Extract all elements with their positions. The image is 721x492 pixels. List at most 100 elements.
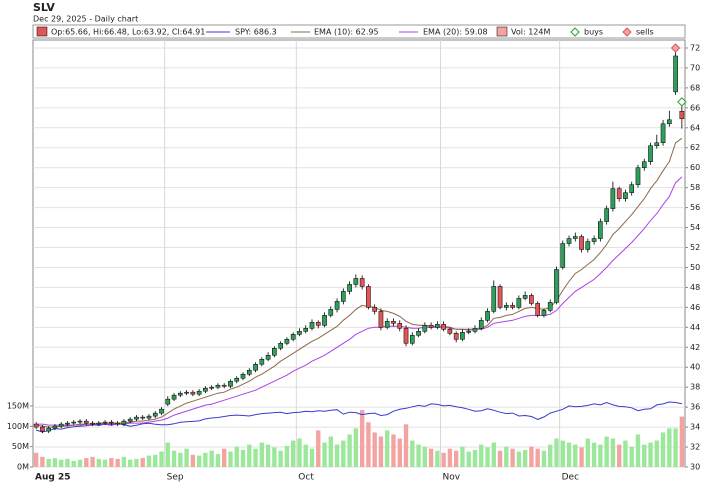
y-tick-label: 62 xyxy=(690,143,700,152)
candle-body xyxy=(485,311,490,321)
candle-body xyxy=(190,391,196,395)
volume-bar xyxy=(385,430,390,467)
candle-body xyxy=(547,302,553,311)
candle-body xyxy=(178,392,183,396)
ema10-line xyxy=(36,137,683,428)
y-tick-label: 64 xyxy=(690,123,700,132)
volume-bar xyxy=(491,442,496,467)
y-tick-label: 34 xyxy=(690,423,700,432)
y-tick-label: 60 xyxy=(690,163,700,172)
legend-buys-icon xyxy=(570,27,580,37)
candle-body xyxy=(278,343,283,349)
candle-body xyxy=(648,145,653,162)
buys-marker xyxy=(677,97,687,107)
candle-body xyxy=(334,301,340,310)
volume-bar xyxy=(366,422,371,467)
candle-body xyxy=(40,426,45,432)
candle-body xyxy=(616,188,622,199)
volume-bar xyxy=(171,450,177,467)
volume-bar xyxy=(472,449,478,467)
volume-bar xyxy=(460,446,465,467)
candle-body xyxy=(253,363,258,371)
volume-bar xyxy=(510,448,515,467)
volume-bar xyxy=(585,438,591,467)
candle-body xyxy=(478,320,484,329)
volume-bar xyxy=(65,458,70,467)
candle-body xyxy=(554,269,559,303)
volume-bar xyxy=(121,456,127,467)
candle-body xyxy=(127,418,133,422)
volume-bar xyxy=(548,444,553,467)
volume-bar xyxy=(46,458,51,467)
volume-bar xyxy=(623,440,628,467)
volume-bar xyxy=(391,434,396,467)
y-tick-label: 40 xyxy=(690,363,700,372)
candle-body xyxy=(77,420,83,423)
candle-body xyxy=(397,323,403,329)
candle-body xyxy=(83,420,89,424)
legend-vol-icon xyxy=(496,26,508,37)
volume-bar xyxy=(109,458,114,467)
volume-bar xyxy=(422,446,428,467)
candle-body xyxy=(510,305,515,308)
volume-bar xyxy=(629,446,634,467)
candle-body xyxy=(359,278,365,287)
volume-bar xyxy=(604,436,609,467)
volume-bar xyxy=(297,438,302,467)
candle-body xyxy=(209,386,214,389)
volume-bar xyxy=(196,455,202,467)
volume-bar xyxy=(153,454,158,467)
volume-bar xyxy=(497,450,503,467)
volume-bar xyxy=(673,428,678,467)
candle-body xyxy=(246,369,252,375)
legend-sells-icon xyxy=(622,27,632,37)
volume-bar xyxy=(416,444,421,467)
candle-body xyxy=(328,309,334,316)
legend-ema10: EMA (10): 62.95 xyxy=(314,28,379,37)
volume-bar xyxy=(178,452,183,467)
candle-body xyxy=(146,415,152,419)
candle-body xyxy=(234,377,240,382)
volume-bar xyxy=(115,458,120,467)
y-tick-label: 32 xyxy=(690,443,700,452)
volume-bar xyxy=(184,448,189,467)
volume-bar xyxy=(322,442,327,467)
volume-bar xyxy=(259,442,265,467)
volume-bar xyxy=(290,440,296,467)
volume-bar xyxy=(591,442,597,467)
y-tick-label: 30 xyxy=(690,463,700,472)
candle-body xyxy=(284,339,290,344)
candle-body xyxy=(140,416,146,419)
volume-bar xyxy=(303,444,308,467)
candle-body xyxy=(585,241,591,250)
volume-bar xyxy=(272,447,277,467)
legend-buys: buys xyxy=(584,28,603,37)
x-tick-label: Aug 25 xyxy=(35,473,70,483)
y-tick-label: 58 xyxy=(690,183,700,192)
volume-bar xyxy=(134,458,139,467)
y2-tick-label: 0M xyxy=(17,463,29,472)
candle-body xyxy=(635,167,641,185)
candle-body xyxy=(504,305,509,308)
candle-body xyxy=(447,329,453,334)
volume-bar xyxy=(610,438,616,467)
candle-body xyxy=(315,322,321,326)
y-tick-label: 36 xyxy=(690,403,700,412)
volume-bar xyxy=(428,448,434,467)
candle-body xyxy=(541,310,547,316)
candle-body xyxy=(353,278,359,285)
legend-ema20: EMA (20): 59.08 xyxy=(423,28,488,37)
y-tick-label: 44 xyxy=(690,323,700,332)
x-tick-label: Sep xyxy=(167,473,184,483)
volume-bar xyxy=(353,428,359,467)
volume-bar xyxy=(554,438,559,467)
volume-bar xyxy=(278,450,283,467)
candle-body xyxy=(71,421,77,424)
volume-bar xyxy=(140,458,145,467)
volume-bar xyxy=(573,444,578,467)
candle-body xyxy=(403,328,409,344)
y-tick-label: 38 xyxy=(690,383,700,392)
plot-area: 30 32 34 36 38 40 42 44 46 48 50 52 54 56 58 60 62 64 66 68… xyxy=(7,39,700,483)
candle-body xyxy=(52,425,58,429)
